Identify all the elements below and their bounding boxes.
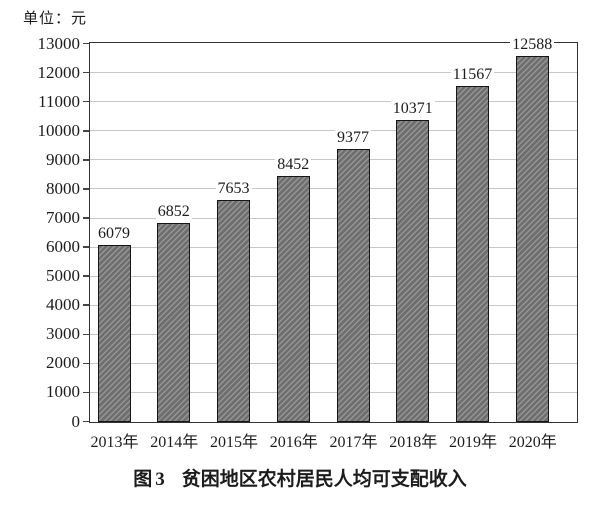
y-tick: [83, 217, 89, 219]
bar-value-text: 8452: [275, 156, 312, 174]
y-tick: [83, 130, 89, 132]
gridline: [90, 275, 577, 277]
y-tick-label: 2000: [46, 353, 80, 373]
gridline: [90, 188, 577, 190]
y-tick-label: 10000: [37, 120, 81, 140]
bar-2014: [157, 222, 191, 422]
x-tick-label-2013: 2013年: [90, 434, 139, 451]
bar-2019: [456, 85, 489, 422]
y-tick: [83, 304, 89, 306]
bar-value-label-2014: 6852: [139, 202, 209, 221]
plot-area: 6079 6852 7653 8452 9377 10371 11567 12588: [89, 36, 578, 423]
bar-value-text: 11567: [450, 65, 495, 83]
y-tick: [83, 246, 89, 248]
y-tick-label: 0: [71, 411, 81, 431]
y-tick: [83, 188, 89, 190]
y-tick: [83, 333, 89, 335]
gridline: [90, 333, 577, 335]
y-tick-label: 8000: [46, 178, 80, 198]
y-tick: [83, 159, 89, 161]
gridline: [90, 72, 577, 74]
bar-value-label-2013: 6079: [79, 225, 149, 243]
bar-value-label-2017: 9377: [318, 129, 388, 147]
bar-2015: [217, 199, 250, 422]
bar-value-label-2015: 7653: [199, 179, 269, 198]
x-tick-label-2017: 2017年: [329, 434, 378, 451]
bar-value-label-2018: 10371: [378, 100, 448, 118]
bar-2018: [396, 120, 430, 422]
gridline: [90, 101, 577, 103]
figure-title: 贫困地区农村居民人均可支配收入: [181, 469, 467, 490]
y-tick-label: 12000: [37, 62, 81, 82]
y-tick: [83, 275, 89, 277]
y-tick: [83, 362, 89, 365]
x-tick-label-2016: 2016年: [269, 434, 318, 451]
y-tick: [83, 71, 89, 74]
y-tick: [83, 420, 89, 423]
gridline: [90, 217, 577, 219]
gridline: [90, 304, 577, 306]
y-tick-label: 4000: [46, 295, 80, 315]
bar-value-text: 6852: [155, 202, 192, 220]
figure-caption: 图3 贫困地区农村居民人均可支配收入: [0, 464, 600, 491]
gridline: [90, 159, 577, 161]
unit-label: 单位：元: [23, 11, 88, 27]
bar-value-text: 10371: [390, 100, 435, 118]
x-tick-label-2014: 2014年: [150, 434, 199, 451]
gridline: [90, 246, 577, 248]
x-tick-label-2018: 2018年: [389, 434, 438, 451]
y-tick-label: 9000: [46, 149, 80, 169]
bar-value-label-2016: 8452: [258, 156, 328, 174]
y-tick-label: 5000: [46, 266, 80, 286]
y-tick-label: 7000: [46, 208, 80, 227]
y-tick-label: 13000: [37, 33, 81, 53]
bar-value-text: 9377: [335, 129, 371, 147]
gridline: [90, 130, 577, 132]
x-tick-label-2015: 2015年: [209, 434, 258, 451]
gridline: [90, 391, 577, 393]
y-tick-label: 11000: [38, 91, 80, 111]
bar-value-text: 12588: [510, 36, 555, 53]
figure-number: 图3: [133, 469, 168, 490]
gridline: [90, 362, 577, 364]
bar-2020: [515, 56, 549, 422]
bar-value-text: 6079: [96, 225, 132, 243]
y-tick: [83, 391, 89, 394]
bar-value-label-2020: 12588: [497, 36, 567, 54]
y-tick-label: 3000: [46, 324, 80, 344]
y-tick-label: 6000: [46, 237, 80, 256]
bar-2013: [97, 245, 131, 422]
y-tick: [83, 100, 89, 103]
x-tick-label-2019: 2019年: [448, 434, 497, 451]
bar-2016: [276, 176, 310, 422]
x-tick-label-2020: 2020年: [508, 434, 557, 451]
y-tick: [83, 42, 89, 45]
bar-2017: [336, 149, 370, 422]
y-tick-label: 1000: [46, 382, 80, 402]
bar-value-label-2019: 11567: [438, 65, 508, 84]
bar-value-text: 7653: [215, 179, 252, 197]
